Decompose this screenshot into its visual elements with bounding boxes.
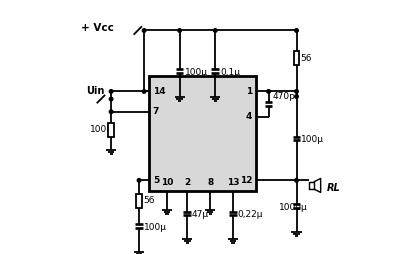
Text: 47µ: 47µ — [192, 210, 209, 219]
Bar — [309, 182, 314, 189]
Text: 100µ: 100µ — [300, 135, 324, 144]
Text: 12: 12 — [240, 176, 252, 185]
Text: 4: 4 — [246, 112, 252, 121]
Bar — [108, 123, 114, 137]
Circle shape — [142, 29, 146, 32]
Text: RL: RL — [326, 183, 340, 193]
Text: 13: 13 — [227, 178, 239, 187]
Circle shape — [214, 29, 217, 32]
Text: 5: 5 — [153, 176, 159, 185]
Text: 0,22µ: 0,22µ — [238, 210, 263, 219]
Text: 56: 56 — [144, 196, 155, 205]
Circle shape — [295, 95, 298, 98]
Text: 14: 14 — [153, 87, 165, 96]
Circle shape — [109, 97, 113, 101]
Text: 470p: 470p — [273, 92, 296, 101]
Text: 100µ: 100µ — [144, 223, 167, 232]
Text: 100k: 100k — [90, 125, 112, 134]
Circle shape — [178, 29, 182, 32]
Text: 56: 56 — [300, 54, 312, 63]
Circle shape — [109, 110, 113, 114]
Circle shape — [295, 90, 298, 93]
Text: + Vcc: + Vcc — [81, 23, 114, 33]
Text: 0,1µ: 0,1µ — [221, 68, 241, 77]
Circle shape — [137, 179, 141, 182]
Text: 1: 1 — [246, 87, 252, 96]
Text: 10: 10 — [161, 178, 173, 187]
Bar — [294, 51, 299, 66]
Circle shape — [267, 90, 270, 93]
Circle shape — [109, 90, 113, 93]
Text: Uin: Uin — [86, 86, 104, 97]
Text: 1000µ: 1000µ — [279, 202, 308, 212]
Text: 2: 2 — [184, 178, 190, 187]
Text: 100µ: 100µ — [185, 68, 208, 77]
Circle shape — [295, 29, 298, 32]
Text: 8: 8 — [207, 178, 213, 187]
Circle shape — [142, 90, 146, 93]
Bar — [149, 76, 256, 190]
Circle shape — [295, 179, 298, 182]
Text: 7: 7 — [153, 107, 159, 116]
Bar — [136, 194, 142, 208]
